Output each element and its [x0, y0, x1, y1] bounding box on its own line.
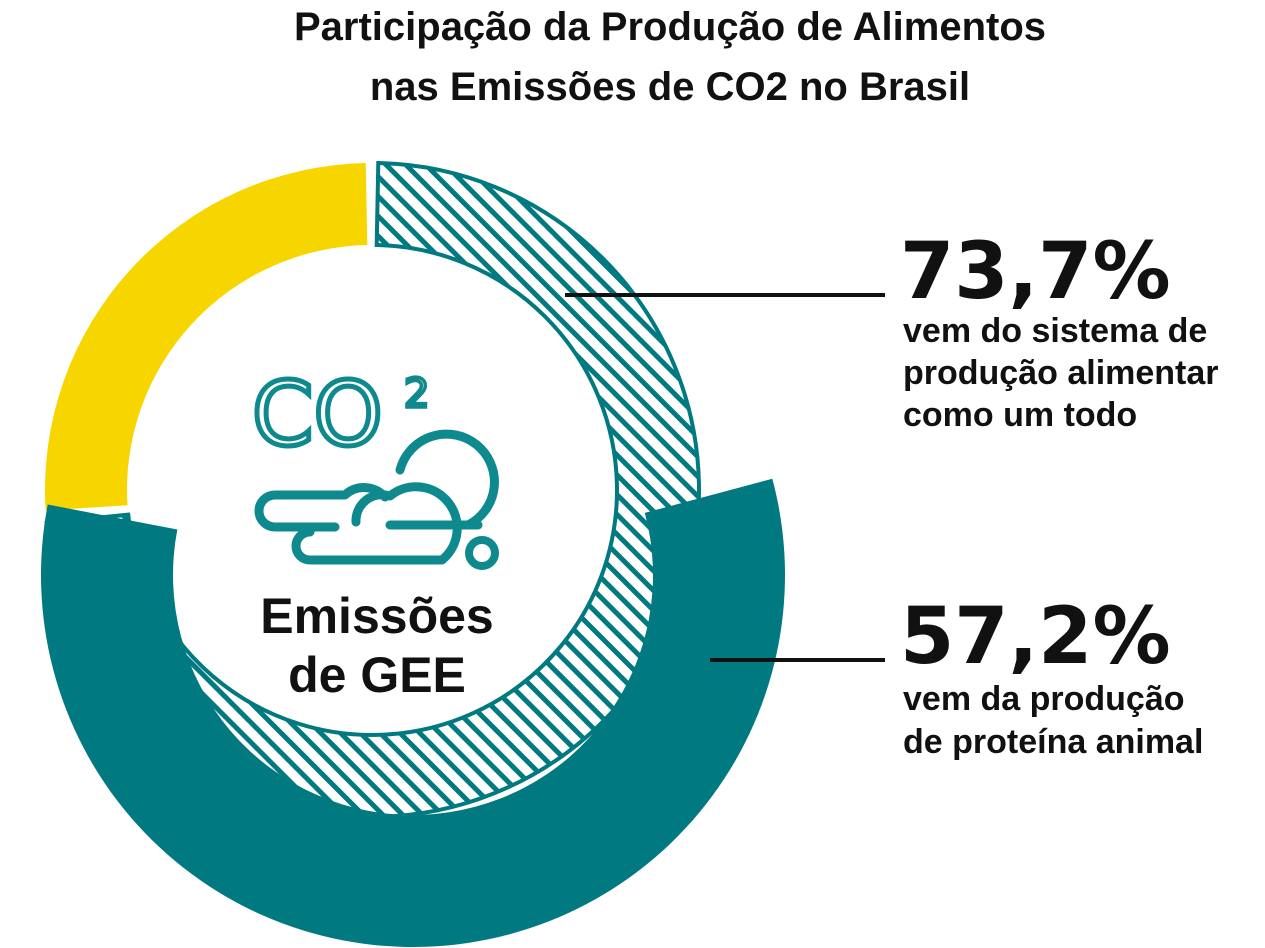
annotation-text-1-line-3: como um todo	[903, 396, 1137, 434]
chart-title-line-2: nas Emissões de CO2 no Brasil	[370, 65, 970, 109]
annotation-text-1-line-1: vem do sistema de	[903, 312, 1207, 350]
annotation-text-2-line-1: vem da produção	[903, 680, 1185, 718]
co2-text: CO	[252, 363, 383, 466]
inner-ring	[41, 478, 786, 948]
annotation-value-1: 73,7%	[900, 227, 1171, 317]
center-label-line-1: Emissões	[260, 588, 493, 644]
annotation-text-1-line-2: produção alimentar	[903, 354, 1219, 392]
center-label-line-2: de GEE	[288, 647, 466, 703]
outer-ring-slice-2	[45, 163, 368, 511]
chart-title-line-1: Participação da Produção de Alimentos	[294, 5, 1046, 49]
co2-cloud-icon: CO 2	[250, 361, 499, 570]
annotation-text-2-line-2: de proteína animal	[903, 723, 1203, 761]
annotation-value-2: 57,2%	[900, 592, 1171, 682]
co2-superscript: 2	[404, 371, 429, 417]
inner-ring-slice-1	[41, 478, 786, 948]
